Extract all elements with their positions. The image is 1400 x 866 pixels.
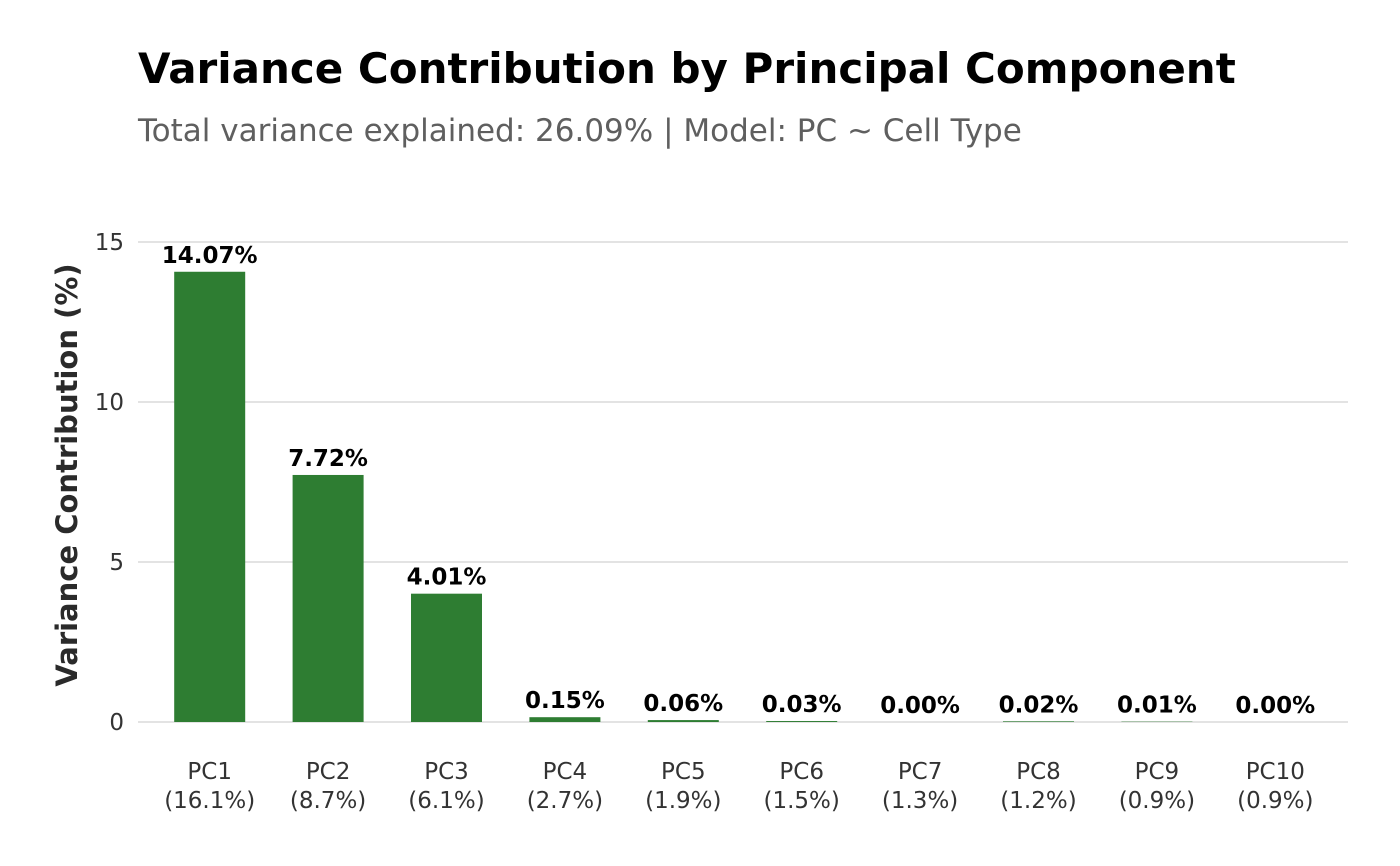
x-tick-category: PC10 xyxy=(1246,759,1305,785)
x-tick-label: PC2 (8.7%) xyxy=(290,759,366,814)
y-tick-label: 0 xyxy=(109,710,124,736)
x-tick-sublabel: (8.7%) xyxy=(290,788,366,814)
x-tick-label: PC6 (1.5%) xyxy=(764,759,840,814)
x-tick-label: PC5 (1.9%) xyxy=(645,759,721,814)
data-label: 0.03% xyxy=(762,692,842,718)
x-tick-label: PC7 (1.3%) xyxy=(882,759,958,814)
chart-subtitle: Total variance explained: 26.09% | Model… xyxy=(138,113,1022,149)
data-label: 0.00% xyxy=(1235,693,1315,719)
data-label: 14.07% xyxy=(162,243,258,269)
x-tick-category: PC9 xyxy=(1135,759,1180,785)
x-tick-sublabel: (16.1%) xyxy=(164,788,255,814)
bar xyxy=(1003,721,1074,722)
data-label: 0.06% xyxy=(643,691,723,717)
data-label: 0.02% xyxy=(999,692,1079,718)
chart-title: Variance Contribution by Principal Compo… xyxy=(138,44,1236,93)
x-tick-category: PC3 xyxy=(424,759,469,785)
x-tick-category: PC8 xyxy=(1016,759,1061,785)
x-tick-sublabel: (1.5%) xyxy=(764,788,840,814)
x-tick-category: PC7 xyxy=(898,759,943,785)
data-labels: 14.07% 7.72% 4.01% 0.15% 0.06% 0.03% 0.00% 0.02… xyxy=(162,243,1315,719)
y-tick-label: 10 xyxy=(95,390,124,416)
x-axis-ticks: PC1 (16.1%) PC2 (8.7%) PC3 (6.1%) PC4 (2.7%) PC5… xyxy=(164,759,1313,814)
x-tick-sublabel: (0.9%) xyxy=(1237,788,1313,814)
x-tick-category: PC4 xyxy=(543,759,588,785)
x-tick-label: PC3 (6.1%) xyxy=(408,759,484,814)
y-axis-title: Variance Contribution (%) xyxy=(50,263,84,686)
x-tick-category: PC5 xyxy=(661,759,706,785)
x-tick-label: PC10 (0.9%) xyxy=(1237,759,1313,814)
x-tick-sublabel: (1.3%) xyxy=(882,788,958,814)
data-label: 0.01% xyxy=(1117,693,1197,719)
x-tick-label: PC8 (1.2%) xyxy=(1000,759,1076,814)
bar xyxy=(411,593,482,722)
x-tick-category: PC2 xyxy=(306,759,351,785)
x-tick-category: PC6 xyxy=(779,759,824,785)
data-label: 7.72% xyxy=(288,446,368,472)
x-tick-sublabel: (1.9%) xyxy=(645,788,721,814)
y-tick-label: 15 xyxy=(95,230,124,256)
bar xyxy=(292,474,364,722)
data-label: 0.15% xyxy=(525,688,605,714)
bar xyxy=(174,271,246,722)
x-tick-sublabel: (0.9%) xyxy=(1119,788,1195,814)
x-tick-label: PC1 (16.1%) xyxy=(164,759,255,814)
data-label: 4.01% xyxy=(407,565,487,591)
bar xyxy=(766,721,838,722)
bars xyxy=(174,271,1193,722)
x-tick-label: PC4 (2.7%) xyxy=(527,759,603,814)
x-tick-label: PC9 (0.9%) xyxy=(1119,759,1195,814)
x-tick-sublabel: (6.1%) xyxy=(408,788,484,814)
data-label: 0.00% xyxy=(880,693,960,719)
x-tick-sublabel: (1.2%) xyxy=(1000,788,1076,814)
bar xyxy=(529,717,601,722)
x-tick-category: PC1 xyxy=(187,759,232,785)
y-tick-label: 5 xyxy=(109,550,124,576)
bar xyxy=(647,720,719,722)
x-tick-sublabel: (2.7%) xyxy=(527,788,603,814)
y-axis-ticks: 0 5 10 15 xyxy=(95,230,124,736)
